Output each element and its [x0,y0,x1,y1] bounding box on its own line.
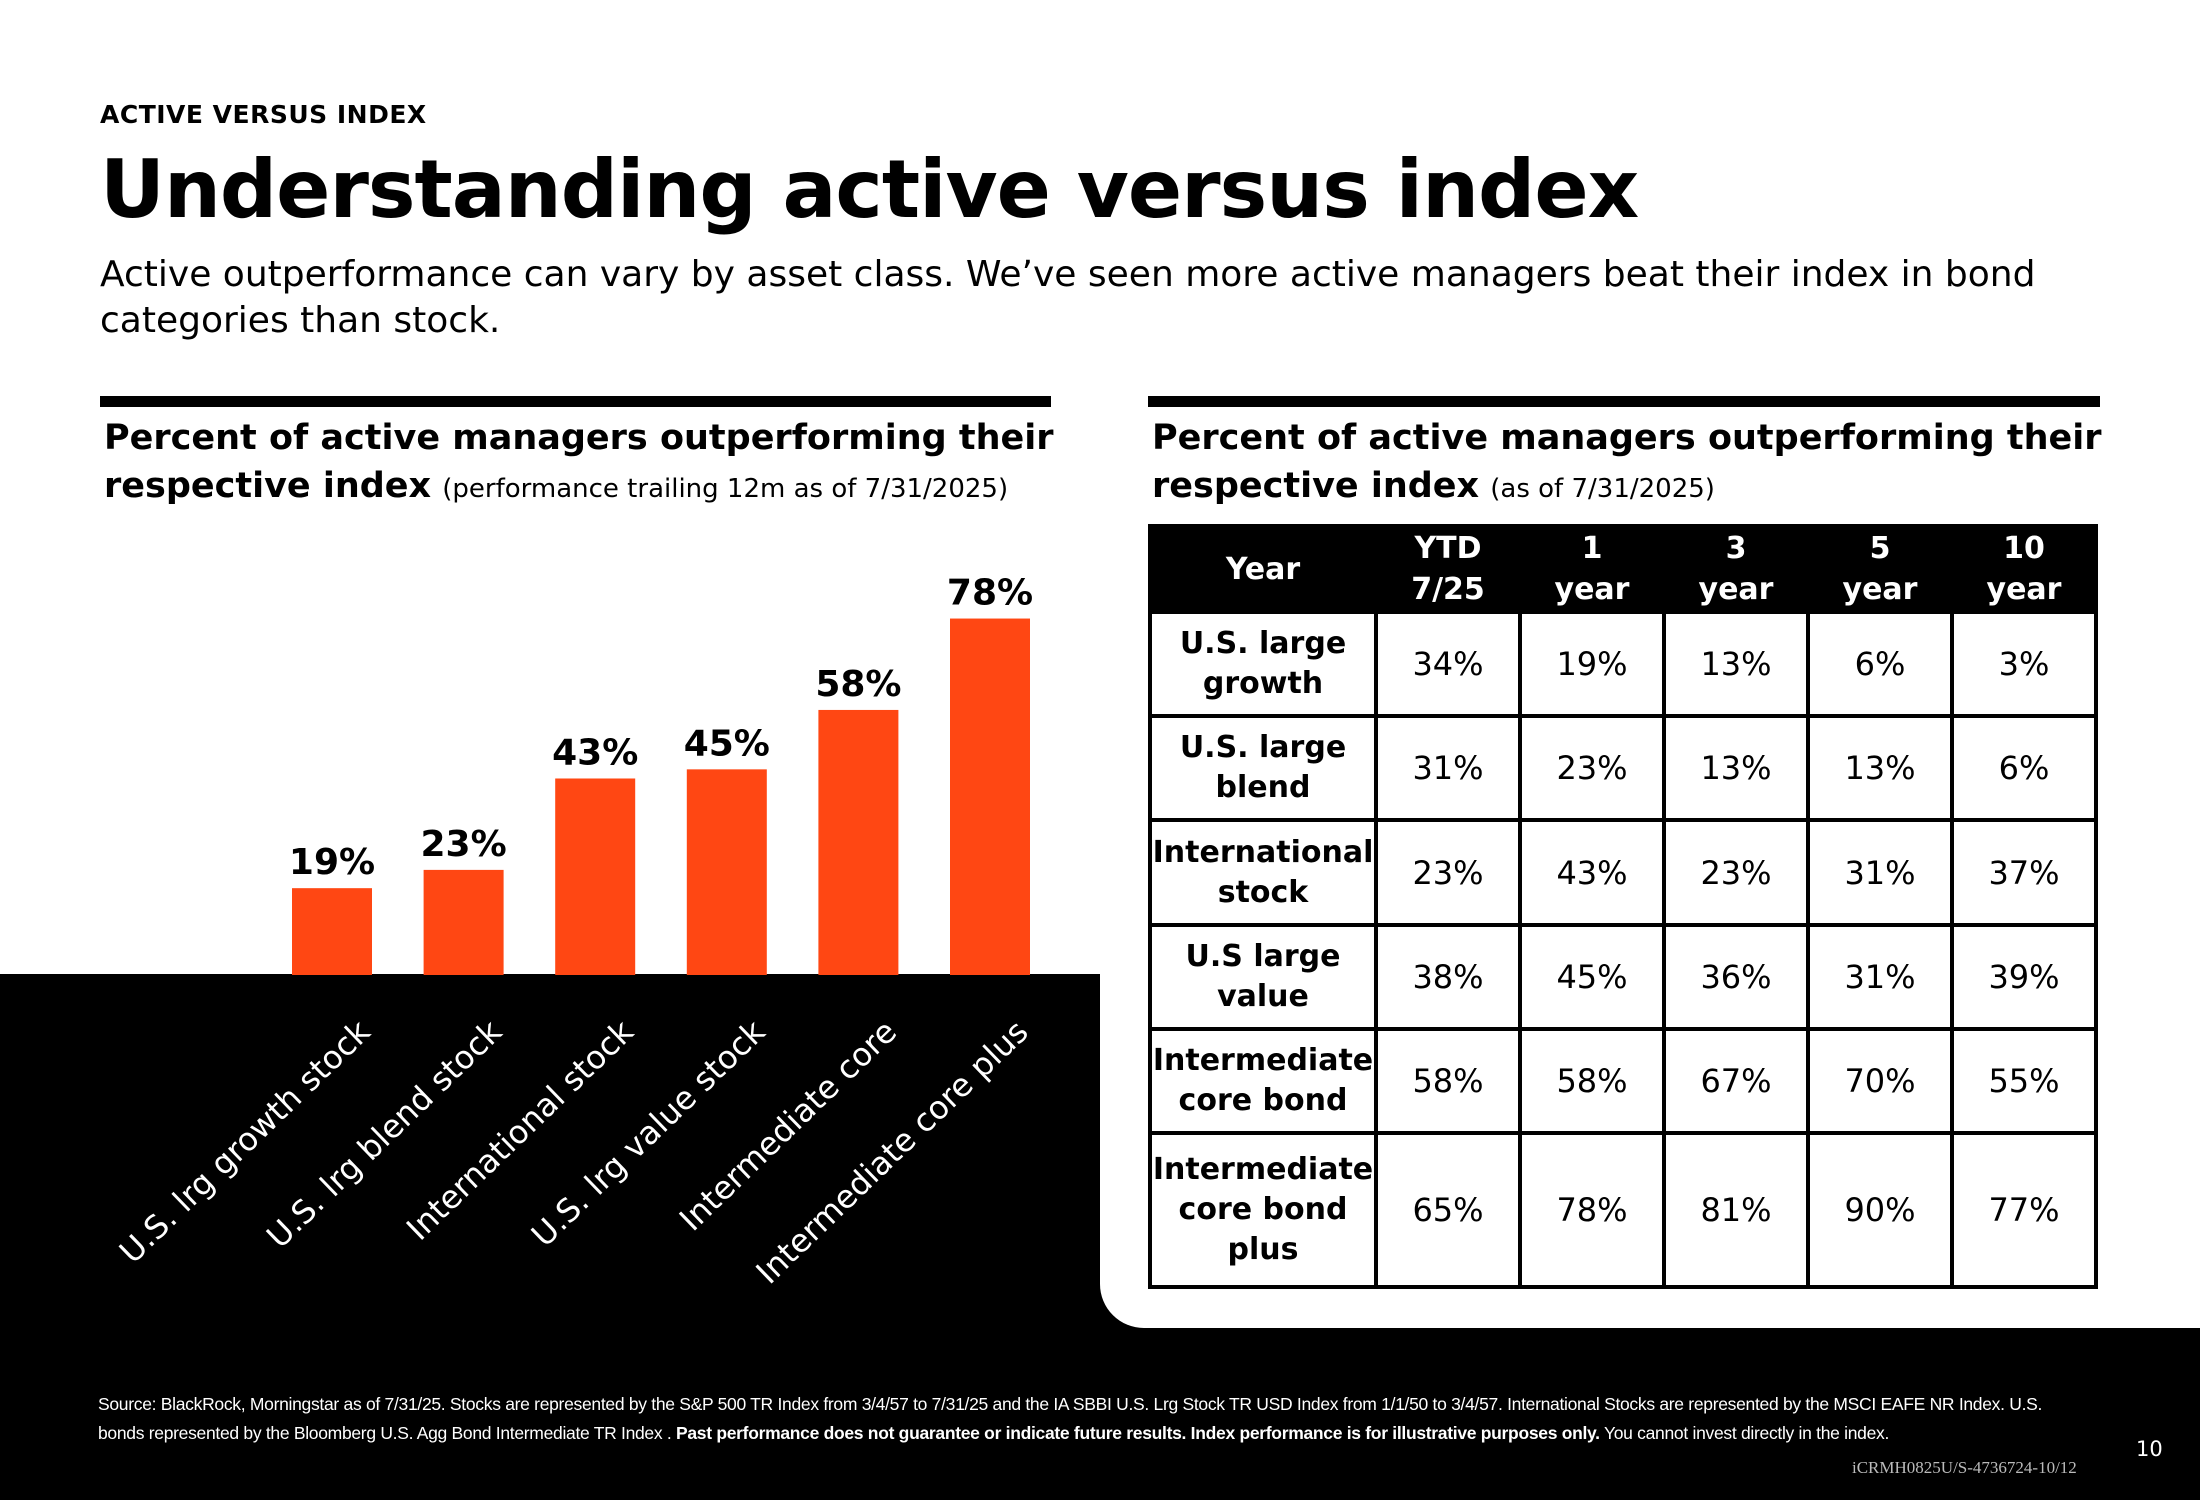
table-row: U.S large value 38% 45% 36% 31% 39% [1148,922,2098,1031]
table-cell: 58% [1518,1026,1666,1136]
category-label: U.S. lrg blend stock [259,1012,509,1256]
table-column-header: 5 year [1806,524,1954,614]
category-label: Intermediate core plus [749,1012,1036,1291]
table-cell: 3% [1950,609,2098,719]
chart-heading: Percent of active managers outperforming… [104,414,1064,513]
disclaimer-tail: You cannot invest directly in the index. [1603,1423,1890,1443]
table-row: U.S. large growth 34% 19% 13% 6% 3% [1148,609,2098,719]
table-title: Percent of active managers outperforming… [1152,418,2102,506]
table-cell: 31% [1806,818,1954,927]
table-cell: 45% [1518,922,1666,1031]
category-label: Intermediate core [672,1012,904,1238]
table-cell: 37% [1950,818,2098,927]
bar-3 [555,778,636,975]
table-cell: 81% [1662,1131,1810,1289]
table-cell: 39% [1950,922,2098,1031]
bar-2 [423,869,504,975]
bar-4 [686,769,767,975]
table-cell: 13% [1662,609,1810,719]
table-cell: 65% [1374,1131,1522,1289]
bar-value-label: 45% [684,723,770,764]
table-cell: 36% [1662,922,1810,1031]
chart-title: Percent of active managers outperforming… [104,418,1054,506]
table-cell: 38% [1374,922,1522,1031]
table-row-label: U.S. large blend [1148,714,1378,823]
bar-value-label: 58% [815,664,901,705]
table-row: Intermediate core bond 58% 58% 67% 70% 55% [1148,1026,2098,1136]
eyebrow-label: ACTIVE VERSUS INDEX [100,100,427,129]
table-cell: 31% [1374,714,1522,823]
right-panel-rule [1148,396,2100,407]
bar-1 [292,888,372,975]
table-cell: 90% [1806,1131,1954,1289]
table-cell: 6% [1950,714,2098,823]
page-number: 10 [2136,1437,2163,1461]
bar-5 [818,709,899,975]
table-cell: 13% [1662,714,1810,823]
table-row-label: U.S. large growth [1148,609,1378,719]
bar-value-label: 19% [289,842,375,883]
table-column-header: YTD 7/25 [1374,524,1522,614]
table-corner-header: Year [1148,524,1378,614]
table-cell: 55% [1950,1026,2098,1136]
table-cell: 34% [1374,609,1522,719]
table-heading: Percent of active managers outperforming… [1152,414,2112,513]
table-cell: 23% [1662,818,1810,927]
left-panel-rule [100,396,1051,407]
table-row-label: International stock [1148,818,1378,927]
table-cell: 43% [1518,818,1666,927]
table-cell: 6% [1806,609,1954,719]
table-cell: 70% [1806,1026,1954,1136]
document-code: iCRMH0825U/S-4736724-10/12 [1852,1458,2077,1477]
table-cell: 58% [1374,1026,1522,1136]
source-footnote: Source: BlackRock, Morningstar as of 7/3… [98,1390,2088,1448]
table-cell: 23% [1374,818,1522,927]
table-row-label: Intermediate core bond [1148,1026,1378,1136]
table-note: (as of 7/31/2025) [1490,474,1715,504]
table-cell: 31% [1806,922,1954,1031]
page-title: Understanding active versus index [100,143,1639,236]
table-column-header: 10 year [1950,524,2098,614]
table-cell: 78% [1518,1131,1666,1289]
bar-6 [950,618,1030,975]
source-text: Source: BlackRock, Morningstar as of 7/3… [98,1394,2043,1443]
table-cell: 67% [1662,1026,1810,1136]
category-label: U.S. lrg value stock [524,1012,773,1254]
category-label: U.S. lrg growth stock [112,1012,378,1271]
table-cell: 19% [1518,609,1666,719]
performance-table: Year YTD 7/25 1 year 3 year 5 year 10 year U.S. la… [1148,524,2098,1289]
category-label: International stock [399,1012,641,1248]
table-row: International stock 23% 43% 23% 31% 37% [1148,818,2098,927]
bar-value-label: 78% [947,573,1033,614]
table-column-header: 1 year [1518,524,1666,614]
table-header-row: Year YTD 7/25 1 year 3 year 5 year 10 year [1148,524,2098,614]
table-cell: 13% [1806,714,1954,823]
disclaimer-text: Past performance does not guarantee or i… [676,1423,1600,1443]
chart-note: (performance trailing 12m as of 7/31/202… [442,474,1009,504]
table-cell: 23% [1518,714,1666,823]
page-subtitle: Active outperformance can vary by asset … [100,254,2036,341]
table-row-label: Intermediate core bond plus [1148,1131,1378,1289]
bar-value-label: 43% [552,732,638,773]
table-row: U.S. large blend 31% 23% 13% 13% 6% [1148,714,2098,823]
table-row-label: U.S large value [1148,922,1378,1031]
table-cell: 77% [1950,1131,2098,1289]
bar-value-label: 23% [421,824,507,865]
table-column-header: 3 year [1662,524,1810,614]
table-row: Intermediate core bond plus 65% 78% 81% 90% 7… [1148,1131,2098,1289]
